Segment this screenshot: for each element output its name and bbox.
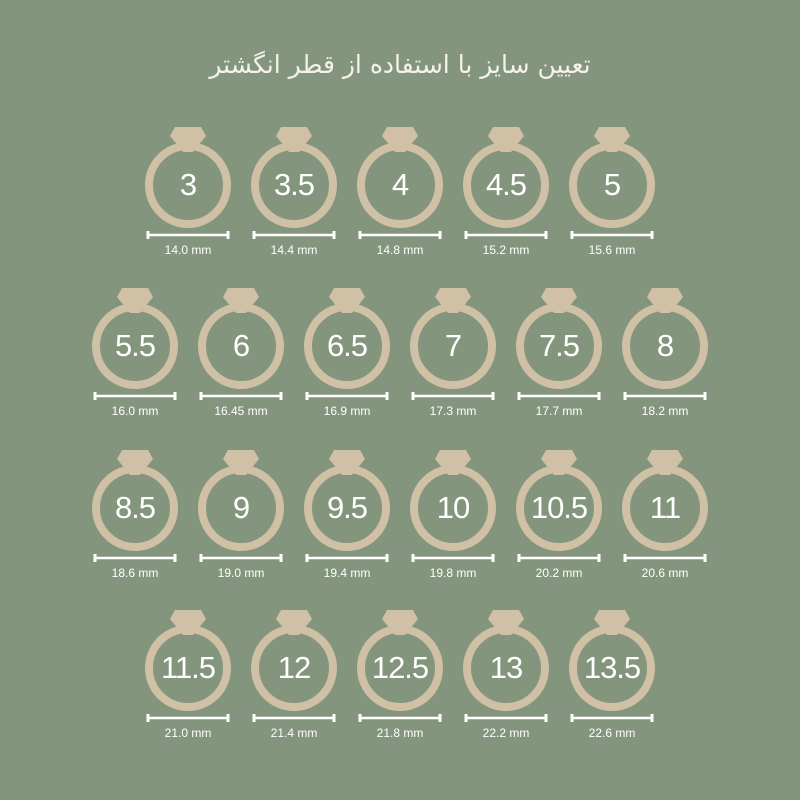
ring-size-label: 4: [391, 167, 409, 202]
ring-size-label: 13.5: [583, 650, 641, 685]
ring-icon: [145, 610, 231, 722]
ring-size-label: 4.5: [485, 167, 527, 202]
ring-diameter-label: 22.6 mm: [588, 726, 636, 740]
ring-diameter-label: 14.0 mm: [164, 243, 212, 257]
ring-size-label: 6.5: [326, 328, 368, 363]
ring-icon: [410, 288, 496, 400]
ring-diameter-label: 20.2 mm: [535, 566, 583, 580]
ring-icon: [357, 610, 443, 722]
ring-size-label: 7: [444, 328, 462, 363]
ring-icon: [516, 450, 602, 562]
ring-icon: [198, 450, 284, 562]
ring-size-item: 4.5 15.2 mm: [453, 125, 559, 265]
ring-diameter-label: 19.8 mm: [429, 566, 477, 580]
ring-size-item: 10.5 20.2 mm: [506, 448, 612, 588]
page-title: تعیین سایز با استفاده از قطر انگشتر: [209, 50, 591, 79]
ring-diameter-label: 16.0 mm: [111, 404, 159, 418]
ring-diameter-label: 15.6 mm: [588, 243, 636, 257]
ring-size-label: 8.5: [114, 490, 156, 525]
ring-icon: [145, 127, 231, 239]
ring-icon: [410, 450, 496, 562]
ring-diameter-label: 14.4 mm: [270, 243, 318, 257]
ring-size-label: 11: [649, 490, 681, 525]
ring-size-item: 6.5 16.9 mm: [294, 286, 400, 426]
ring-size-item: 4 14.8 mm: [347, 125, 453, 265]
ring-size-label: 10.5: [530, 490, 588, 525]
ring-icon: [198, 288, 284, 400]
ring-size-label: 9.5: [326, 490, 368, 525]
ring-size-label: 6: [232, 328, 250, 363]
ring-size-item: 11.5 21.0 mm: [135, 608, 241, 748]
ring-size-label: 3: [179, 167, 197, 202]
ring-diameter-label: 19.4 mm: [323, 566, 371, 580]
ring-diameter-label: 17.7 mm: [535, 404, 583, 418]
ring-icon: [569, 127, 655, 239]
ring-size-item: 3.5 14.4 mm: [241, 125, 347, 265]
ring-icon: [622, 288, 708, 400]
ring-diameter-label: 21.4 mm: [270, 726, 318, 740]
ring-size-label: 12.5: [371, 650, 429, 685]
ring-size-label: 13: [489, 650, 523, 685]
ring-icon: [463, 127, 549, 239]
ring-diameter-label: 18.2 mm: [641, 404, 689, 418]
ring-diameter-label: 14.8 mm: [376, 243, 424, 257]
ring-size-label: 8: [656, 328, 674, 363]
ring-diameter-label: 21.8 mm: [376, 726, 424, 740]
ring-size-item: 5.5 16.0 mm: [82, 286, 188, 426]
ring-size-item: 12.5 21.8 mm: [347, 608, 453, 748]
ring-size-item: 10 19.8 mm: [400, 448, 506, 588]
ring-size-item: 7.5 17.7 mm: [506, 286, 612, 426]
ring-size-item: 13 22.2 mm: [453, 608, 559, 748]
ring-icon: [92, 450, 178, 562]
ring-row: 5.5 16.0 mm 6 16.45 mm 6.5 16.9 mm 7 17.…: [0, 286, 800, 426]
ring-size-item: 12 21.4 mm: [241, 608, 347, 748]
ring-diameter-label: 15.2 mm: [482, 243, 530, 257]
ring-size-item: 9 19.0 mm: [188, 448, 294, 588]
ring-size-label: 5.5: [114, 328, 156, 363]
ring-size-label: 12: [277, 650, 311, 685]
ring-icon: [516, 288, 602, 400]
ring-icon: [92, 288, 178, 400]
ring-size-item: 9.5 19.4 mm: [294, 448, 400, 588]
ring-row: 11.5 21.0 mm 12 21.4 mm 12.5 21.8 mm 13 …: [0, 608, 800, 748]
ring-size-label: 7.5: [538, 328, 580, 363]
ring-size-label: 10: [436, 490, 470, 525]
ring-size-item: 3 14.0 mm: [135, 125, 241, 265]
ring-size-label: 11.5: [160, 650, 216, 685]
ring-size-label: 5: [603, 167, 621, 202]
ring-diameter-label: 20.6 mm: [641, 566, 689, 580]
ring-icon: [304, 288, 390, 400]
ring-size-item: 13.5 22.6 mm: [559, 608, 665, 748]
ring-icon: [251, 127, 337, 239]
ring-size-item: 8.5 18.6 mm: [82, 448, 188, 588]
ring-diameter-label: 19.0 mm: [217, 566, 265, 580]
ring-icon: [357, 127, 443, 239]
ring-size-item: 7 17.3 mm: [400, 286, 506, 426]
ring-size-item: 5 15.6 mm: [559, 125, 665, 265]
ring-icon: [622, 450, 708, 562]
ring-size-item: 8 18.2 mm: [612, 286, 718, 426]
ring-row: 8.5 18.6 mm 9 19.0 mm 9.5 19.4 mm 10 19.…: [0, 448, 800, 588]
ring-size-label: 3.5: [273, 167, 315, 202]
ring-icon: [569, 610, 655, 722]
ring-diameter-label: 22.2 mm: [482, 726, 530, 740]
ring-icon: [251, 610, 337, 722]
ring-size-label: 9: [232, 490, 250, 525]
ring-diameter-label: 21.0 mm: [164, 726, 212, 740]
ring-diameter-label: 17.3 mm: [429, 404, 477, 418]
ring-diameter-label: 18.6 mm: [111, 566, 159, 580]
ring-icon: [304, 450, 390, 562]
ring-icon: [463, 610, 549, 722]
ring-row: 3 14.0 mm 3.5 14.4 mm 4 14.8 mm 4.5 15.2…: [0, 125, 800, 265]
ring-diameter-label: 16.9 mm: [323, 404, 371, 418]
ring-diameter-label: 16.45 mm: [214, 404, 268, 418]
ring-size-item: 11 20.6 mm: [612, 448, 718, 588]
ring-size-item: 6 16.45 mm: [188, 286, 294, 426]
